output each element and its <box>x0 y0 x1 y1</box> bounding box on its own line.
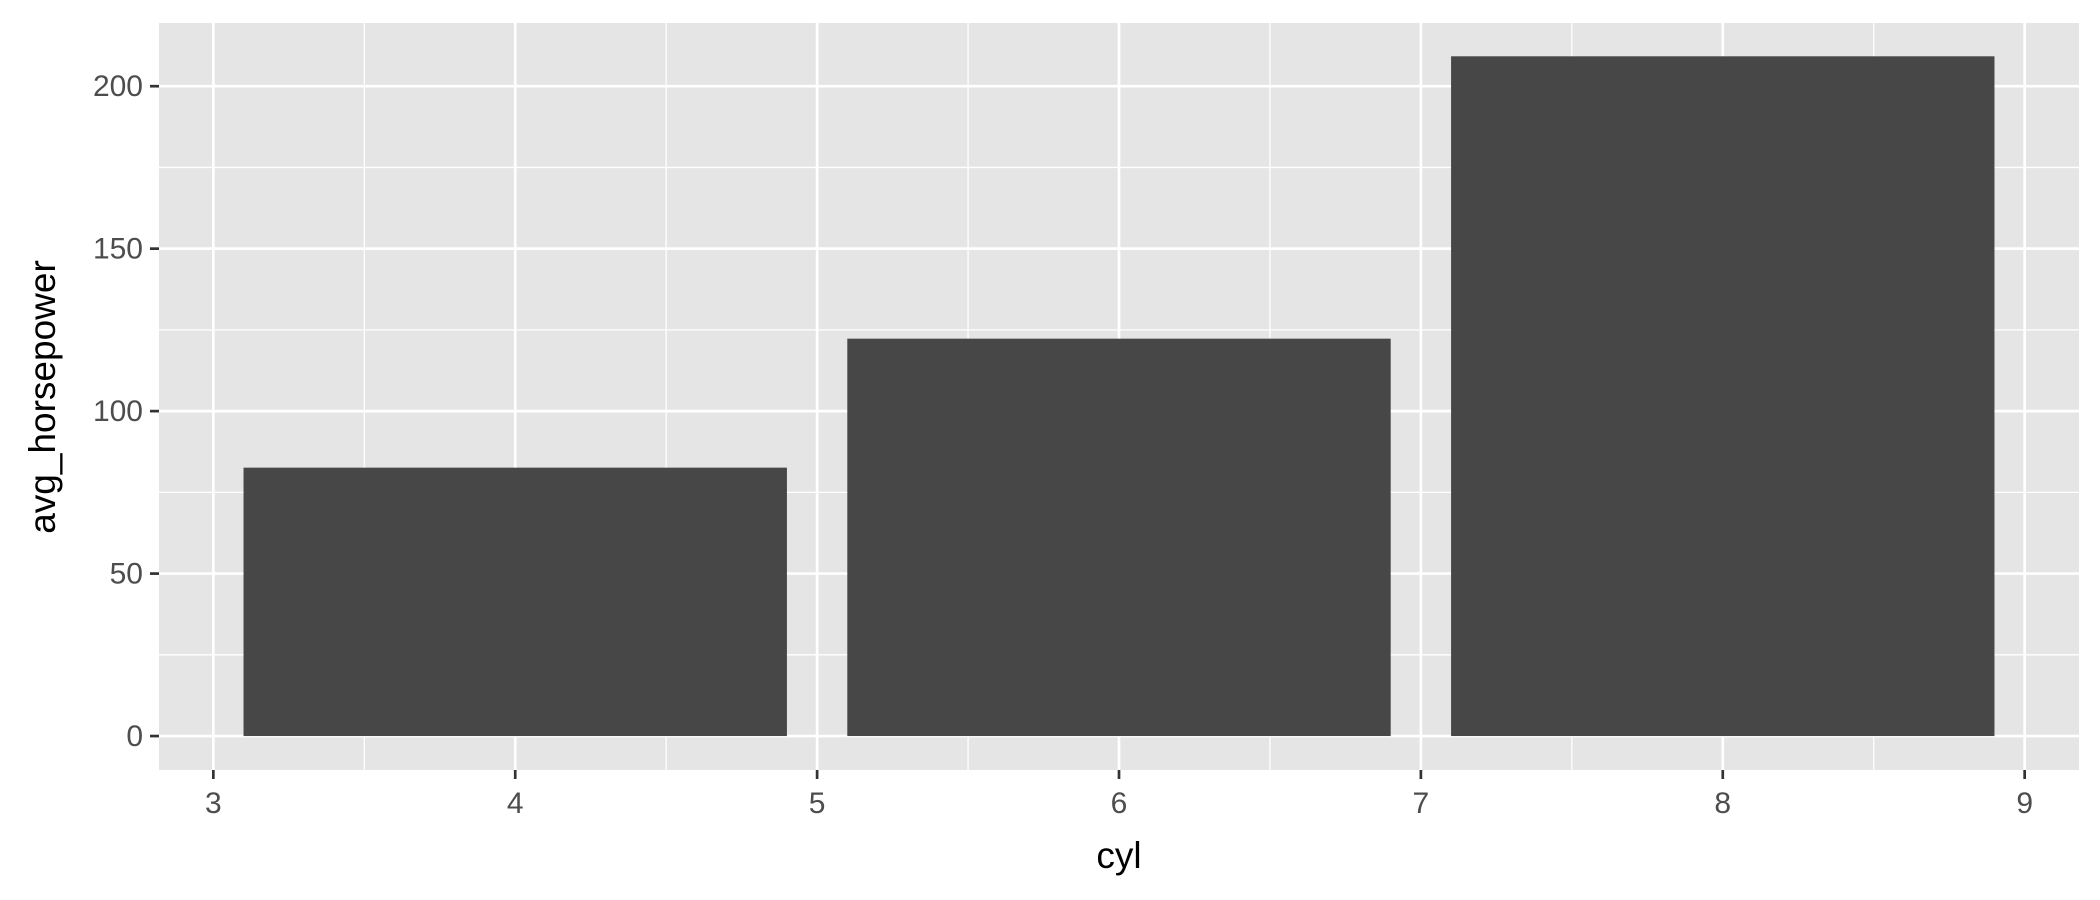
x-tick-label: 7 <box>1413 787 1430 820</box>
x-tick-label: 8 <box>1714 787 1731 820</box>
x-tick-label: 5 <box>809 787 826 820</box>
bar <box>847 338 1391 737</box>
x-tick-label: 9 <box>2016 787 2033 820</box>
y-tick-label: 200 <box>93 70 143 103</box>
y-tick-label: 0 <box>126 720 143 753</box>
bar <box>243 467 787 737</box>
y-tick-label: 150 <box>93 233 143 266</box>
x-tick-label: 3 <box>205 787 222 820</box>
x-axis: 3 4 5 6 7 8 9 <box>205 770 2033 820</box>
y-axis-title: avg_horsepower <box>22 260 63 534</box>
x-tick-label: 6 <box>1111 787 1128 820</box>
bar <box>1451 56 1995 737</box>
bar-series <box>243 56 1995 737</box>
y-axis: 0 50 100 150 200 <box>93 70 159 753</box>
y-tick-label: 50 <box>110 558 143 591</box>
y-tick-label: 100 <box>93 395 143 428</box>
x-tick-label: 4 <box>507 787 524 820</box>
x-axis-title: cyl <box>1096 835 1141 876</box>
